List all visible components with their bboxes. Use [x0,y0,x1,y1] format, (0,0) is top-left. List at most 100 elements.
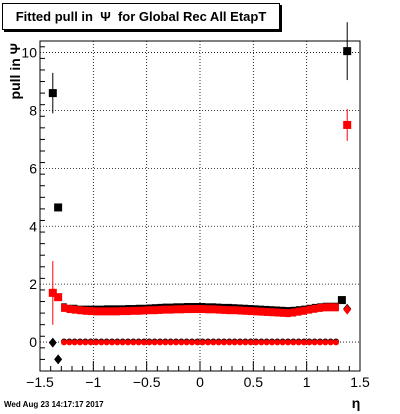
red-dots-near-zero-marker [327,339,334,346]
black-diamonds-marker [54,354,63,365]
red-bars-marker [221,305,227,314]
y-tick-label: 6 [29,160,37,176]
red-dots-near-zero-marker [71,339,78,346]
red-bars-marker [125,307,131,316]
red-bars-marker [178,305,185,314]
red-bars-marker [322,303,329,312]
red-diamonds-marker [48,287,57,298]
red-bars-marker [114,307,121,316]
red-bars-marker [194,305,201,314]
red-bars-marker [317,303,323,312]
red-bars-marker [210,305,217,314]
red-diamonds-marker [343,304,352,315]
red-bars-marker [93,307,99,316]
red-dots-near-zero-marker [317,339,323,346]
x-tick-label: 1.5 [350,374,370,390]
red-dots-near-zero-marker [290,339,297,346]
x-tick-label: −1.5 [26,374,54,390]
red-bars-marker [333,303,339,312]
red-bars-marker [151,306,158,315]
red-bars-marker [157,305,163,314]
red-bars-marker [327,303,334,312]
red-dots-near-zero-marker [135,339,142,346]
y-tick-label: 10 [21,45,37,61]
red-dots-near-zero-marker [221,339,227,346]
red-dots-near-zero-marker [183,339,190,346]
red-dots-near-zero-marker [205,339,211,346]
red-dots-near-zero-marker [285,339,291,346]
red-bars-marker [130,306,137,315]
x-axis-title: η [352,395,361,411]
red-bars-marker [119,307,126,316]
red-bars-marker [183,305,190,314]
red-dots-near-zero-marker [162,339,169,346]
black-squares-marker [343,47,352,56]
red-dots-near-zero-marker [93,339,99,346]
red-bars-marker [167,305,174,314]
red-dots-near-zero-marker [61,339,67,346]
red-bars-marker [146,306,153,315]
red-bars-marker [215,305,222,314]
red-dots-near-zero-marker [269,339,275,346]
red-bars-marker [226,306,233,315]
timestamp: Wed Aug 23 14:17:17 2017 [4,400,104,409]
red-dots-near-zero-marker [103,339,110,346]
red-dots-near-zero-marker [167,339,174,346]
red-dots-near-zero-marker [157,339,163,346]
red-dots-near-zero-marker [306,339,313,346]
red-dots-near-zero-marker [77,339,83,346]
x-tick-label: 0 [196,374,204,390]
red-bars-marker [301,306,307,315]
red-bars-marker [269,308,275,317]
red-bars-marker [311,304,318,313]
red-dots-near-zero-marker [178,339,185,346]
red-dots-near-zero-marker [199,339,206,346]
red-dots-near-zero-marker [194,339,201,346]
red-dots-near-zero-marker [226,339,233,346]
black-squares-marker [48,89,57,98]
red-bars-marker [253,307,259,316]
red-dots-near-zero-marker [130,339,137,346]
y-tick-label: 4 [29,218,37,234]
red-dots-near-zero-marker [333,339,339,346]
red-bars-marker [189,305,195,314]
red-bars-marker [295,307,302,316]
red-dots-near-zero-marker [189,339,195,346]
red-bars-marker [77,306,83,315]
red-squares-marker [343,120,352,129]
red-dots-near-zero-marker [109,339,115,346]
red-bars-marker [231,306,238,315]
red-bars-marker [306,305,313,314]
red-bars-marker [237,306,243,315]
x-tick-label: 0.5 [244,374,264,390]
red-bars-marker [205,305,211,314]
red-dots-near-zero-marker [146,339,153,346]
black-diamonds-marker [48,337,57,348]
grid-lines [40,41,360,371]
black-squares-marker [337,296,346,305]
red-bars-marker [242,306,249,315]
red-dots-near-zero-marker [279,339,286,346]
red-bars-marker [135,306,142,315]
red-bars-marker [247,307,254,316]
red-bars-marker [173,305,179,314]
red-dots-near-zero-marker [119,339,126,346]
red-dots-near-zero-marker [125,339,131,346]
red-dots-near-zero-marker [258,339,265,346]
red-dots-near-zero-marker [274,339,281,346]
data-points [48,22,352,365]
y-axis-title: pull in Ψ [7,43,23,99]
red-squares-marker [54,293,63,302]
red-bars-marker [87,307,94,316]
red-dots-near-zero-marker [87,339,94,346]
red-bars-marker [71,305,78,314]
x-tick-label: 1 [303,374,311,390]
red-dots-near-zero-marker [263,339,270,346]
red-dots-near-zero-marker [215,339,222,346]
red-dots-near-zero-marker [247,339,254,346]
y-tick-label: 8 [29,102,37,118]
red-dots-near-zero-marker [311,339,318,346]
red-bars-marker [82,306,89,315]
red-dots-near-zero-marker [301,339,307,346]
red-bars-marker [285,309,291,318]
